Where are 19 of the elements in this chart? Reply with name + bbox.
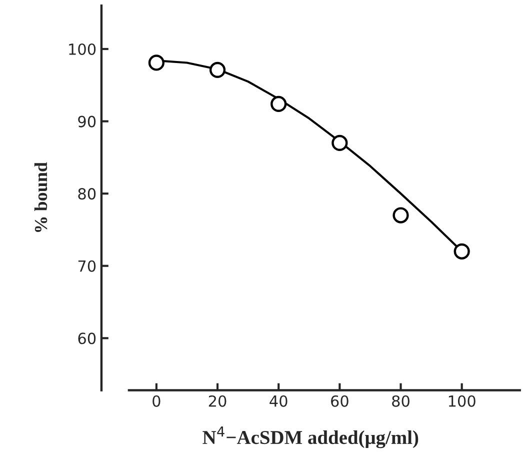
y-tick-label: 90	[78, 116, 96, 128]
y-tick-label: 70	[78, 260, 96, 272]
x-tick-label: 0	[152, 395, 160, 407]
y-axis-title: % bound	[34, 162, 48, 232]
x-axis-title: N$^{4}$−AcSDM added(μg/ml)	[202, 426, 418, 448]
point	[454, 243, 470, 260]
point	[209, 62, 226, 78]
x-tick-label: 40	[270, 395, 288, 407]
x-tick-label: 80	[392, 395, 410, 407]
point	[332, 134, 348, 152]
y-tick-label: 80	[78, 188, 96, 200]
y-tick-label: 100	[69, 43, 96, 56]
point	[270, 96, 287, 112]
y-tick-label: 60	[78, 332, 96, 344]
x-tick-label: 20	[208, 395, 226, 407]
point	[148, 54, 164, 71]
x-tick-label: 60	[331, 395, 348, 407]
x-tick-label: 100	[448, 395, 476, 407]
point	[392, 207, 409, 224]
